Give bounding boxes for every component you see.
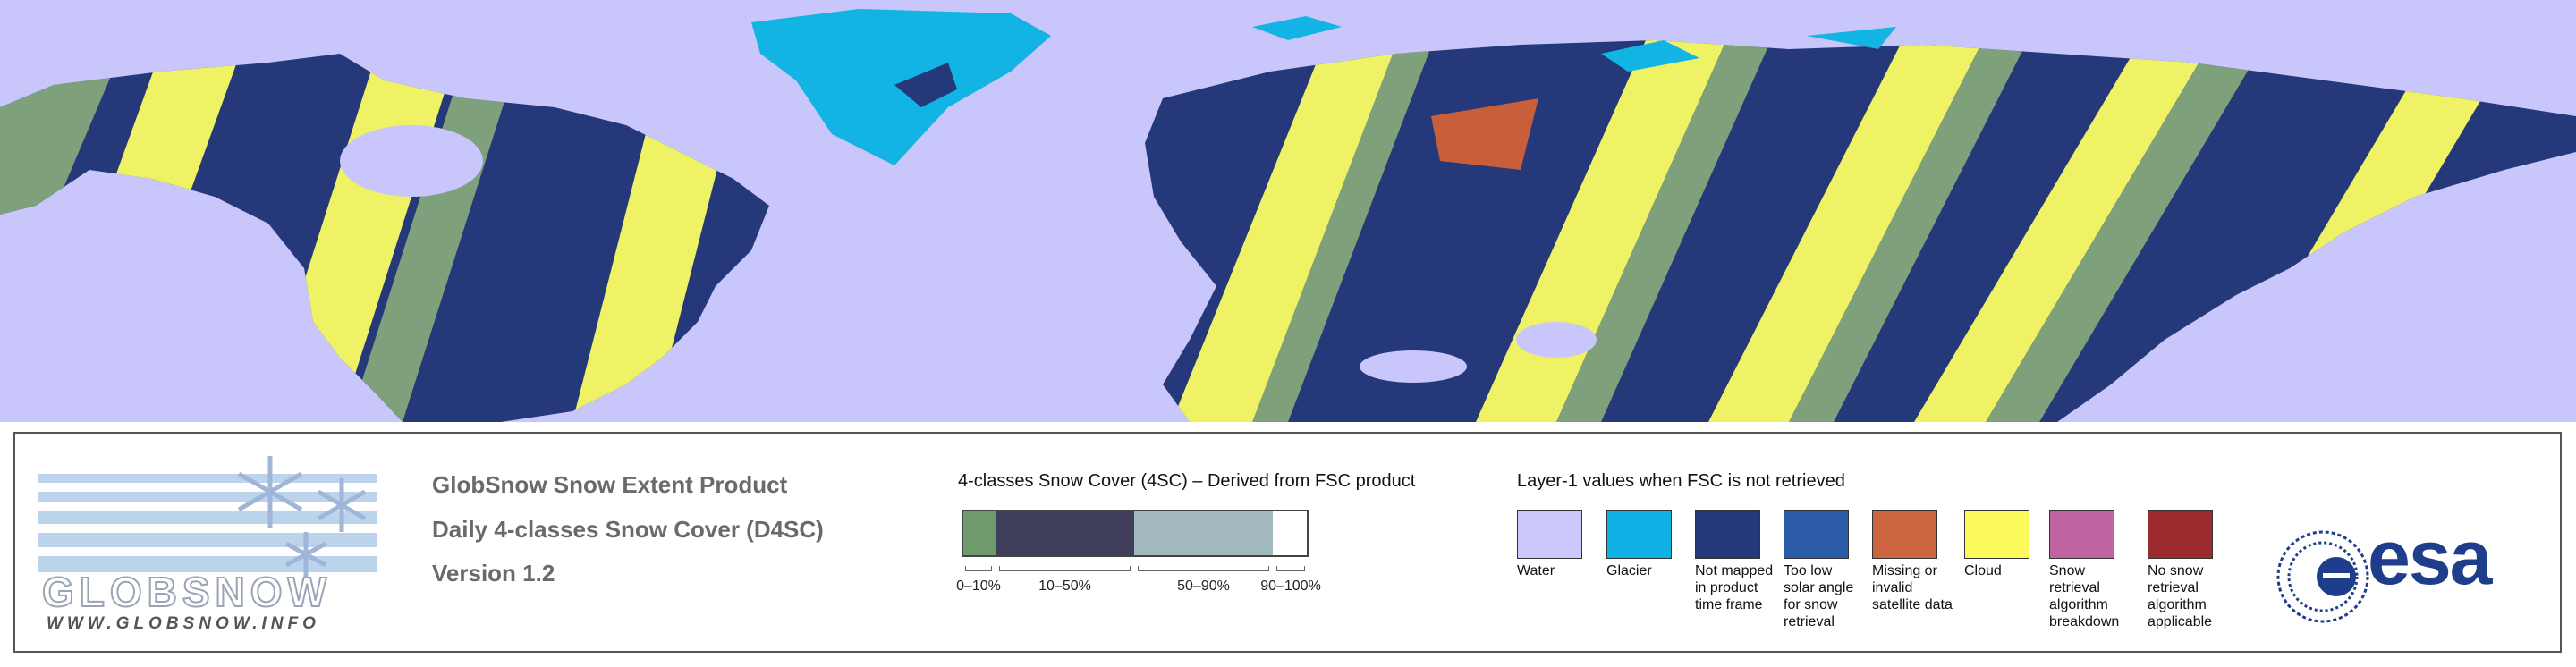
layer1-label: Cloud	[1964, 563, 2002, 578]
class-swatch	[1134, 510, 1273, 557]
class-bracket	[1276, 566, 1305, 571]
layer1-swatch	[2148, 510, 2213, 559]
class-label: 10–50%	[1038, 578, 1091, 594]
product-subtitle: Daily 4-classes Snow Cover (D4SC)	[432, 516, 824, 543]
class-bracket	[965, 566, 992, 571]
layer1-swatch	[1695, 510, 1760, 559]
class-swatch	[1273, 510, 1309, 557]
class-swatch	[962, 510, 996, 557]
bay	[340, 125, 483, 197]
class-label: 0–10%	[956, 578, 1001, 594]
layer1-label: Snow retrieval algorithm breakdown	[2049, 563, 2120, 629]
esa-logo-text: esa	[2368, 515, 2492, 601]
globsnow-logo	[38, 456, 377, 577]
class-bracket	[999, 566, 1131, 571]
fsc-legend-title: 4-classes Snow Cover (4SC) – Derived fro…	[958, 471, 1416, 491]
product-title: GlobSnow Snow Extent Product	[432, 471, 788, 498]
layer1-swatch	[1784, 510, 1849, 559]
class-label: 90–100%	[1260, 578, 1321, 594]
layer1-swatch	[1872, 510, 1937, 559]
layer1-swatch	[1606, 510, 1672, 559]
layer1-label: Missing or invalid satellite data	[1872, 563, 1953, 612]
logo-url: WWW.GLOBSNOW.INFO	[47, 614, 320, 633]
esa-logo-mark	[2276, 530, 2369, 623]
class-label: 50–90%	[1177, 578, 1230, 594]
logo-text: GLOBSNOW	[41, 568, 332, 616]
layer1-swatch	[2049, 510, 2114, 559]
sea	[1516, 322, 1597, 358]
layer1-label: Too low solar angle for snow retrieval	[1784, 563, 1854, 629]
layer1-swatch	[1517, 510, 1582, 559]
greenland-band	[894, 63, 957, 107]
land	[0, 40, 2576, 422]
layer1-swatch	[1964, 510, 2029, 559]
class-swatch	[996, 510, 1134, 557]
layer1-legend-title: Layer-1 values when FSC is not retrieved	[1517, 471, 1845, 491]
snow-map	[0, 0, 2576, 422]
layer1-label: Water	[1517, 563, 1555, 578]
product-version: Version 1.2	[432, 560, 555, 587]
legend-panel: GLOBSNOW WWW.GLOBSNOW.INFO GlobSnow Snow…	[13, 432, 2562, 653]
layer1-label: Not mapped in product time frame	[1695, 563, 1774, 612]
layer1-label: Glacier	[1606, 563, 1652, 578]
arctic-islands	[1252, 16, 1896, 72]
layer1-label: No snow retrieval algorithm applicable	[2148, 563, 2213, 629]
class-bracket	[1138, 566, 1269, 571]
sea	[1360, 350, 1467, 383]
